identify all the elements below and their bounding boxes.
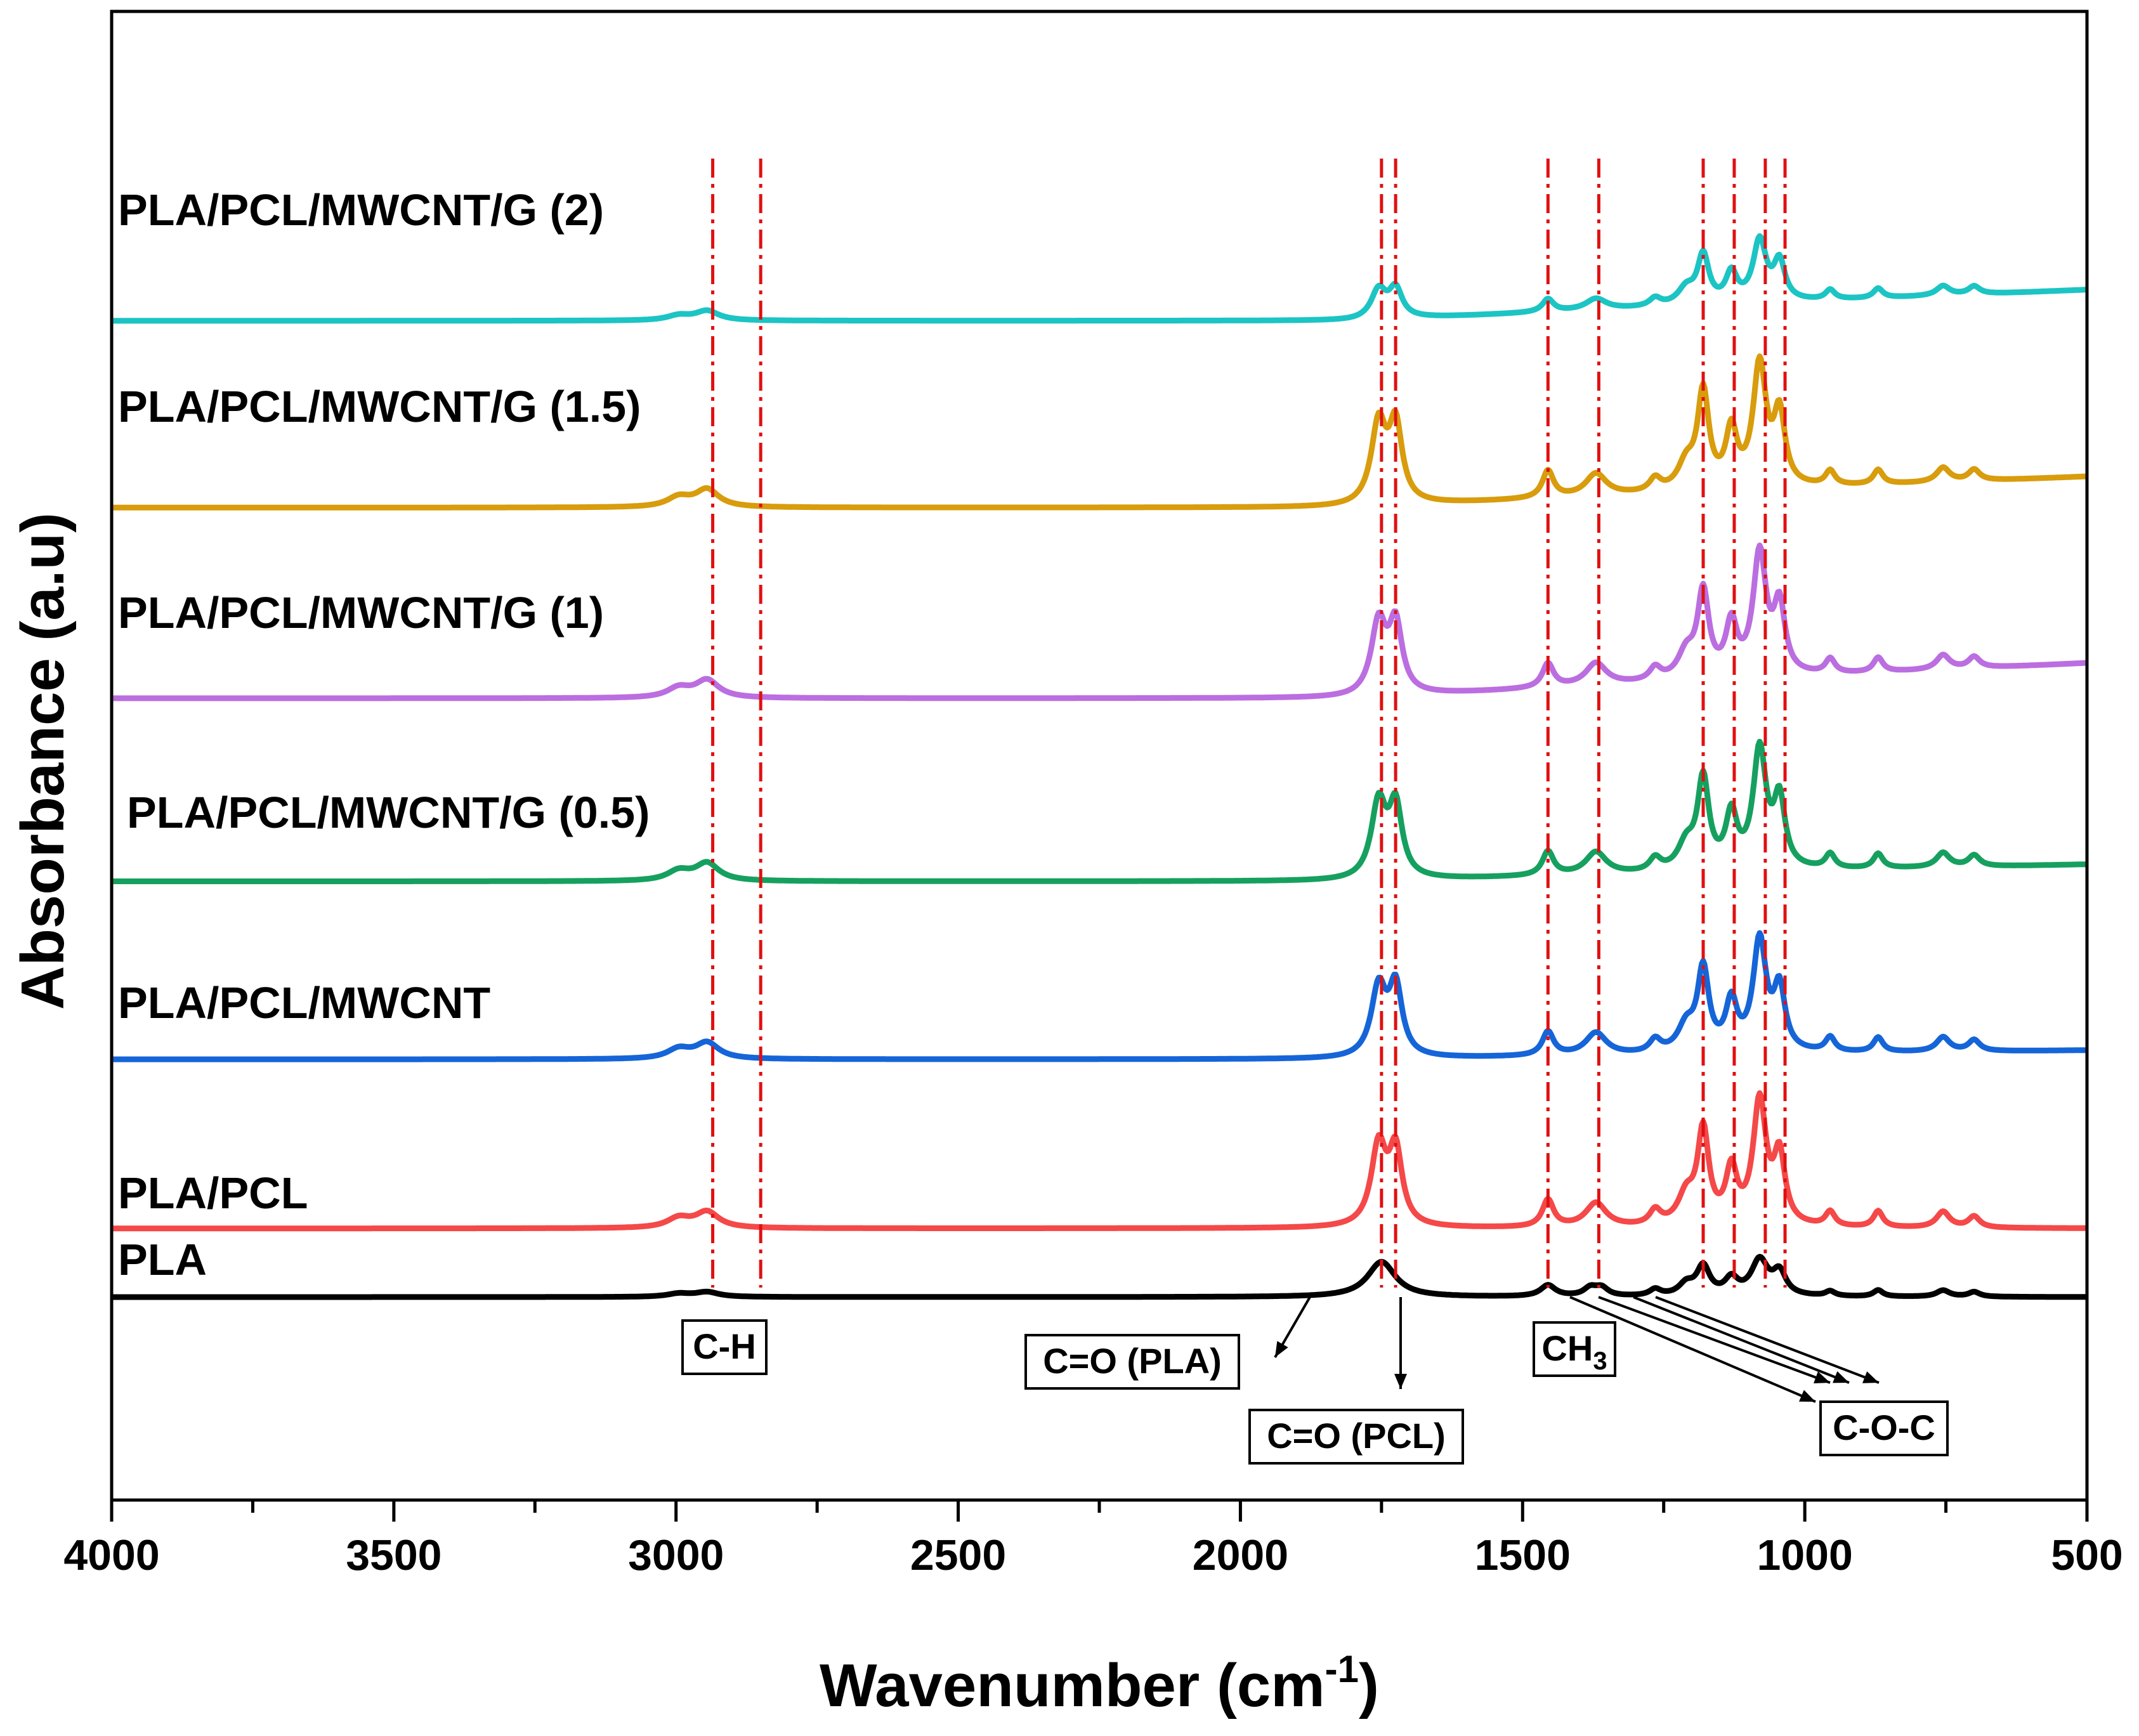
annotation-ch3: CH3 — [1533, 1321, 1616, 1377]
series-line-1 — [110, 1090, 2089, 1232]
x-axis-ticks — [110, 1500, 2089, 1522]
arrow-c-o-pla-head — [1275, 1341, 1288, 1357]
plot-content — [110, 233, 2089, 1300]
annotation-c-o-c-box — [1819, 1400, 1949, 1456]
x-tick-label: 500 — [2051, 1531, 2123, 1579]
arrow-c-o-c-3-head — [1833, 1371, 1849, 1383]
x-tick-label: 1500 — [1475, 1531, 1571, 1579]
x-axis-title: Wavenumber (cm-1) — [820, 1648, 1379, 1720]
arrow-c-o-c-1 — [1569, 1296, 1816, 1403]
annotations: C-H C=O (PLA) C=O (PCL) CH3 C-O-C — [681, 1296, 1949, 1465]
annotation-c-o-c-text: C-O-C — [1833, 1407, 1935, 1447]
arrow-c-o-pcl-head — [1394, 1374, 1407, 1389]
series-label: PLA/PCL/MWCNT/G (1.5) — [118, 382, 641, 431]
series-label: PLA/PCL/MWCNT/G (0.5) — [127, 788, 650, 837]
arrow-c-o-c-4-head — [1862, 1371, 1879, 1383]
series-line-4 — [110, 542, 2089, 702]
annotation-c-o-c: C-O-C — [1819, 1400, 1949, 1456]
series-labels: PLA PLA/PCL PLA/PCL/MWCNT PLA/PCL/MWCNT/G (… — [118, 185, 650, 1284]
annotation-c-o-pcl: C=O (PCL) — [1248, 1409, 1464, 1465]
y-axis-title: Absorbance (a.u) — [9, 512, 77, 1010]
arrow-c-o-c-2-head — [1814, 1371, 1830, 1384]
series-label: PLA/PCL/MWCNT/G (2) — [118, 185, 604, 235]
series-line-5 — [110, 353, 2089, 511]
arrow-c-o-c-2 — [1598, 1296, 1831, 1384]
annotation-c-o-pla-box — [1024, 1334, 1240, 1390]
x-tick-label: 3000 — [628, 1531, 724, 1579]
annotation-c-o-pla-text: C=O (PLA) — [1043, 1341, 1222, 1381]
series-label: PLA/PCL — [118, 1168, 308, 1218]
x-tick-label: 2500 — [910, 1531, 1006, 1579]
reference-lines — [711, 159, 1787, 1288]
x-tick-label: 2000 — [1193, 1531, 1288, 1579]
annotation-c-o-pcl-text: C=O (PCL) — [1267, 1416, 1446, 1456]
series-label: PLA/PCL/MWCNT — [118, 978, 490, 1028]
arrow-c-o-c-1-head — [1799, 1390, 1815, 1402]
arrow-c-o-c-3 — [1633, 1296, 1850, 1384]
x-tick-label: 3500 — [346, 1531, 442, 1579]
arrow-c-o-c-4 — [1655, 1296, 1880, 1384]
annotation-ch3-box — [1533, 1321, 1616, 1377]
x-tick-label: 1000 — [1757, 1531, 1853, 1579]
annotation-c-o-pcl-box — [1248, 1409, 1464, 1465]
series-label: PLA — [118, 1235, 207, 1284]
annotation-c-h: C-H — [681, 1319, 768, 1375]
x-axis-tick-labels: 4000 3500 3000 2500 2000 1500 1000 500 — [63, 1531, 2123, 1579]
annotation-c-h-text: C-H — [693, 1326, 756, 1366]
annotation-c-o-pla: C=O (PLA) — [1024, 1334, 1240, 1390]
annotation-c-h-box — [681, 1319, 768, 1375]
series-label: PLA/PCL/MWCNT/G (1) — [118, 588, 604, 637]
series-line-6 — [110, 233, 2089, 324]
series-line-0 — [110, 1253, 2089, 1300]
series-line-3 — [110, 738, 2089, 884]
x-tick-label: 4000 — [63, 1531, 159, 1579]
series-line-2 — [110, 930, 2089, 1062]
